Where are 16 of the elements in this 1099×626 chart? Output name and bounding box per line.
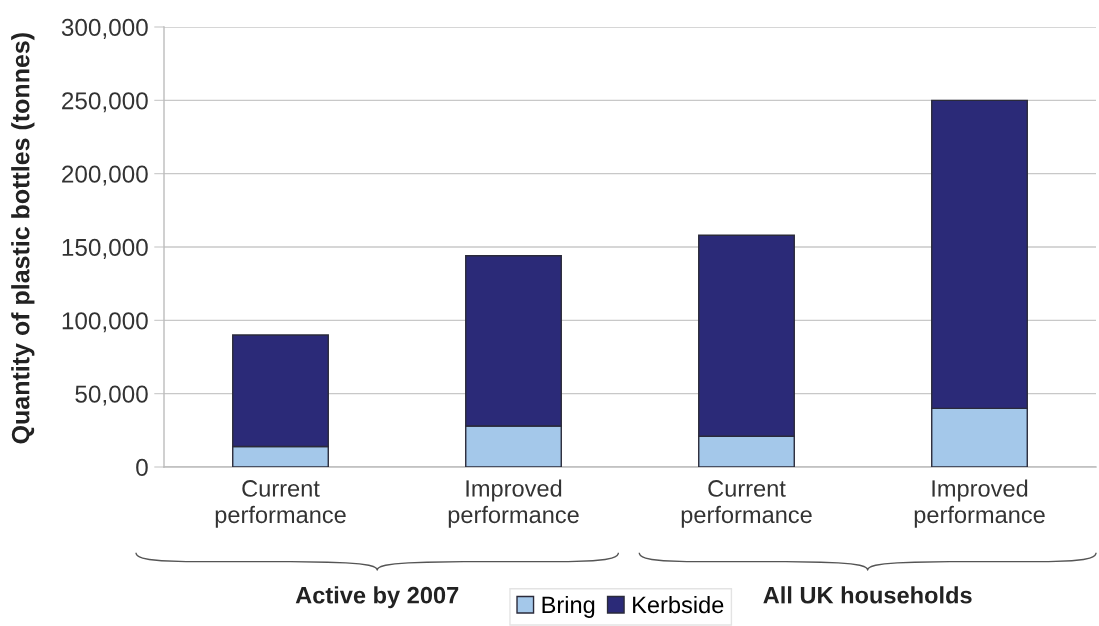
y-tick-label: 150,000 xyxy=(62,238,148,259)
x-tick-label: Improved performance xyxy=(914,479,1045,528)
y-tick-label: 0 xyxy=(136,458,148,477)
y-tick-label: 250,000 xyxy=(62,92,148,113)
legend-label: Bring xyxy=(542,595,595,618)
x-tick-label: Improved performance xyxy=(448,479,579,528)
x-tick-label: Current performance xyxy=(215,480,346,528)
x-tick-label: Current performance xyxy=(681,480,812,528)
y-tick-label: 50,000 xyxy=(75,385,148,406)
text: Active by 2007 xyxy=(295,586,459,609)
y-tick-label: 300,000 xyxy=(61,18,148,39)
y-tick-label: 100,000 xyxy=(62,312,148,333)
text: All UK households xyxy=(763,586,972,604)
legend-label: Kerbside xyxy=(633,595,724,614)
y-tick-label: 200,000 xyxy=(62,165,148,186)
y-axis-title: Quantity of plastic bottles (tonnes) xyxy=(11,33,35,444)
